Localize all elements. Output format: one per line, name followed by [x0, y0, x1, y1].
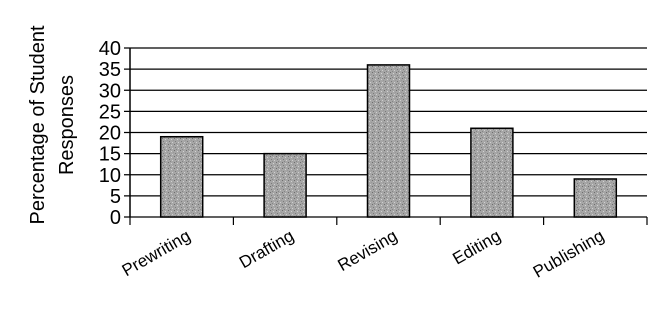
y-axis-title-line-2: Responses	[56, 75, 78, 175]
x-label-revising: Revising	[335, 226, 401, 275]
x-label-publishing: Publishing	[530, 226, 607, 282]
y-tick-label: 20	[99, 123, 121, 145]
x-label-drafting: Drafting	[236, 226, 297, 272]
y-axis-title: Percentage of Student Responses	[27, 25, 78, 224]
axes	[129, 48, 648, 225]
y-tick-label: 40	[99, 38, 121, 60]
y-tick-label: 15	[99, 144, 121, 166]
y-tick-label: 5	[110, 186, 121, 208]
bar-drafting	[263, 152, 307, 218]
x-label-prewriting: Prewriting	[119, 226, 194, 280]
y-axis-title-line-1: Percentage of Student	[27, 25, 49, 224]
x-label-editing: Editing	[449, 226, 504, 268]
y-tick-label: 35	[99, 59, 121, 81]
y-tick-label: 25	[99, 101, 121, 123]
bars	[159, 64, 618, 218]
y-tick-label: 0	[110, 207, 121, 229]
y-tick-label: 10	[99, 165, 121, 187]
bar-editing	[470, 127, 514, 218]
y-tick-label: 30	[99, 80, 121, 102]
bar-publishing	[573, 178, 618, 218]
bar-revising	[366, 64, 411, 218]
bar-prewriting	[159, 135, 204, 218]
x-axis-labels: Prewriting Drafting Revising Editing Publish…	[119, 226, 608, 282]
